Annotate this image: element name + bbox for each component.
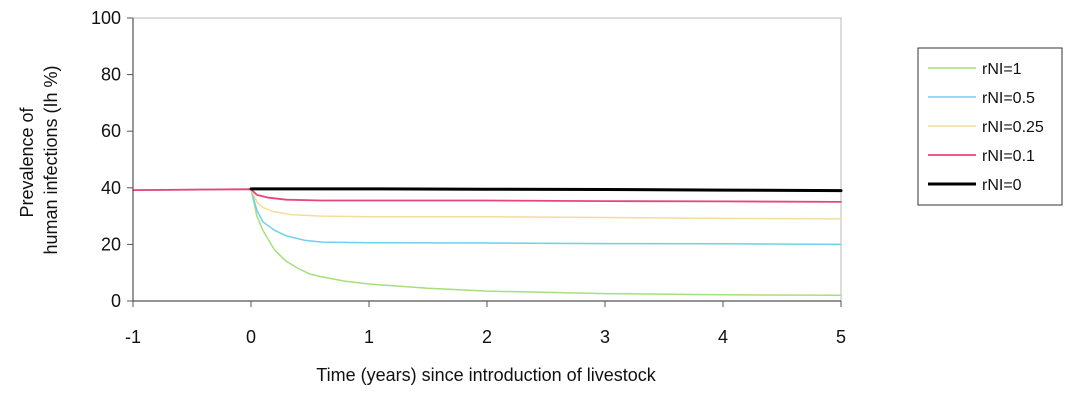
plot-area <box>132 17 842 302</box>
series-line-rNI=0.1 <box>132 188 842 203</box>
x-tick-label: 4 <box>718 327 728 347</box>
plot-border <box>132 17 842 302</box>
x-axis-title: Time (years) since introduction of lives… <box>316 365 656 385</box>
y-tick-label: 40 <box>101 178 121 198</box>
y-tick-label: 0 <box>111 291 121 311</box>
x-tick-label: 0 <box>246 327 256 347</box>
series-layer <box>132 187 843 297</box>
y-axis-title-line-1: Prevalence of <box>17 106 37 217</box>
y-tick-label: 100 <box>91 8 121 28</box>
legend-box <box>917 47 1063 206</box>
x-tick-label: 1 <box>364 327 374 347</box>
x-tick-label: 2 <box>482 327 492 347</box>
x-tick-label: 5 <box>836 327 846 347</box>
y-tick-label: 20 <box>101 234 121 254</box>
legend: rNI=1 rNI=0.5 rNI=0.25 rNI=0.1 rNI=0 <box>917 47 1063 206</box>
y-tick-label: 80 <box>101 65 121 85</box>
series-line-rNI=0 <box>249 187 843 193</box>
series-line-rNI=1 <box>132 188 842 297</box>
legend-label: rNI=0.5 <box>982 90 1035 107</box>
legend-label: rNI=0.25 <box>982 119 1044 136</box>
x-tick-label: 3 <box>600 327 610 347</box>
legend-label: rNI=1 <box>982 61 1022 78</box>
legend-label: rNI=0 <box>982 177 1022 194</box>
y-tick-label: 60 <box>101 121 121 141</box>
legend-label: rNI=0.1 <box>982 148 1035 165</box>
series-line-rNI=0.25 <box>132 188 842 220</box>
x-tick-label: -1 <box>125 327 141 347</box>
series-line-rNI=0.5 <box>132 188 842 246</box>
y-axis-title-line-2: human infections (Ih %) <box>41 65 61 254</box>
y-axis-title: Prevalence of human infections (Ih %) <box>17 65 61 254</box>
